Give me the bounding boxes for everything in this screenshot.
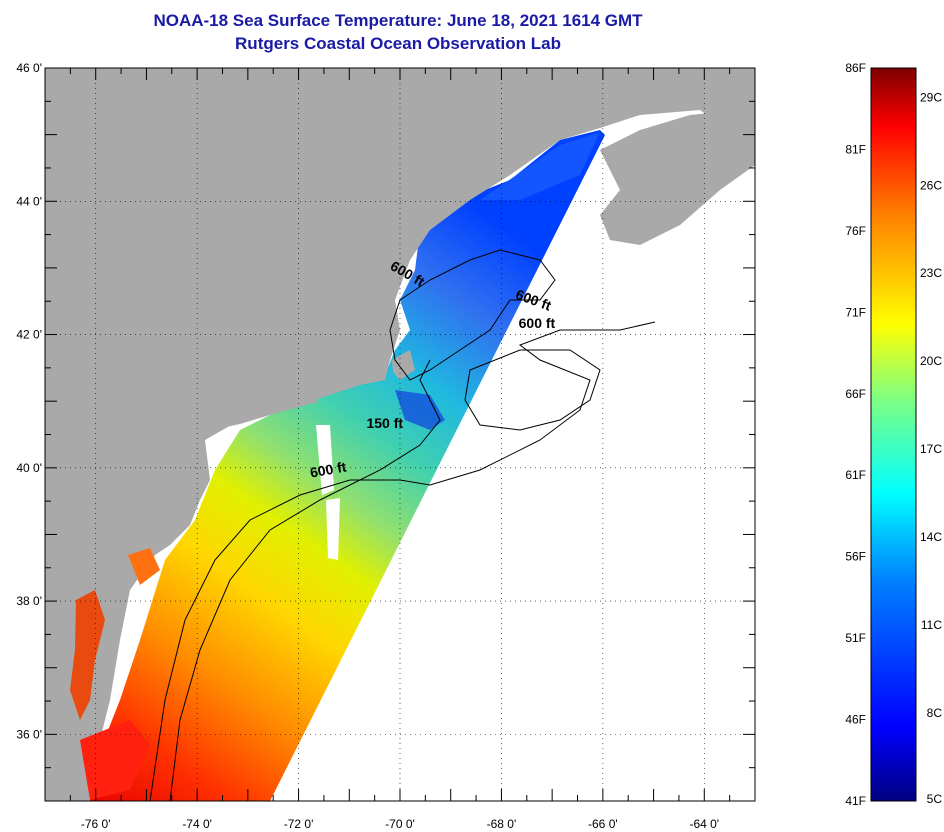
contour-gulf-maine [389,249,556,381]
colorbar-fahrenheit-labels: 86F 81F 76F 71F 66F 61F 56F 51F 46F 41F [845,61,866,808]
colorbar-f-label: 56F [845,550,866,564]
colorbar-f-label: 66F [845,387,866,401]
latitude-tick-label: 44 0' [16,194,42,208]
colorbar-c-label: 20C [920,354,942,368]
colorbar-c-label: 26C [920,178,942,192]
colorbar-f-label: 41F [845,794,866,808]
land-long-island [210,395,318,430]
longitude-tick-label: -66 0' [588,817,618,831]
contour-label: 600 ft [309,458,348,480]
contour-150ft [169,359,441,801]
colorbar-f-label: 71F [845,305,866,319]
colorbar-f-label: 61F [845,468,866,482]
land-nova-scotia [600,112,755,245]
latitude-tick-label: 38 0' [16,594,42,608]
colorbar-bar [870,67,917,802]
colorbar-f-label: 76F [845,224,866,238]
colorbar-c-label: 29C [920,90,942,104]
contour-600ft [149,321,656,801]
longitude-tick-label: -68 0' [487,817,517,831]
cloud-gap [316,425,334,495]
sst-swath [80,130,605,801]
longitude-tick-label: -70 0' [385,817,415,831]
latitude-tick-label: 40 0' [16,461,42,475]
chesapeake-bay [70,590,105,720]
colorbar-c-label: 5C [927,792,943,806]
latitude-tick-label: 42 0' [16,328,42,342]
contour-label: 600 ft [519,315,556,331]
sst-cold-patch [480,132,600,200]
graticule [45,68,755,801]
colorbar-f-label: 51F [845,631,866,645]
colorbar-celsius-labels: 29C 26C 23C 20C 17C 14C 11C 8C 5C [920,90,942,806]
latitude-tick-label: 36 0' [16,727,42,741]
contour-georges-bank [464,349,601,431]
colorbar-f-label: 81F [845,142,866,156]
colorbar-f-label: 46F [845,713,866,727]
colorbar-c-label: 17C [920,442,942,456]
sst-cold-patch [395,390,445,430]
land-cape-cod [392,350,415,380]
map-subtitle: Rutgers Coastal Ocean Observation Lab [235,34,561,53]
colorbar: 86F 81F 76F 71F 66F 61F 56F 51F 46F 41F 29C 26C 23C… [845,61,942,808]
longitude-labels: -76 0' -74 0' -72 0' -70 0' -68 0' -66 0' -64 … [81,817,719,831]
axis-ticks [44,67,756,802]
colorbar-c-label: 14C [920,530,942,544]
land-mainland [45,68,755,801]
colorbar-c-label: 23C [920,266,942,280]
bathymetry-contours [149,249,656,801]
map-title: NOAA-18 Sea Surface Temperature: June 18… [153,11,643,30]
latitude-tick-label: 46 0' [16,61,42,75]
longitude-tick-label: -74 0' [182,817,212,831]
colorbar-f-label: 86F [845,61,866,75]
cloud-gap [326,498,340,560]
delaware-bay [128,548,160,585]
longitude-tick-label: -76 0' [81,817,111,831]
pamlico-sound [80,720,150,800]
longitude-tick-label: -64 0' [689,817,719,831]
latitude-labels: 46 0' 44 0' 42 0' 40 0' 38 0' 36 0' [16,61,42,741]
colorbar-c-label: 8C [927,706,943,720]
colorbar-c-label: 11C [921,618,942,632]
contour-label: 150 ft [366,415,403,431]
longitude-tick-label: -72 0' [284,817,314,831]
